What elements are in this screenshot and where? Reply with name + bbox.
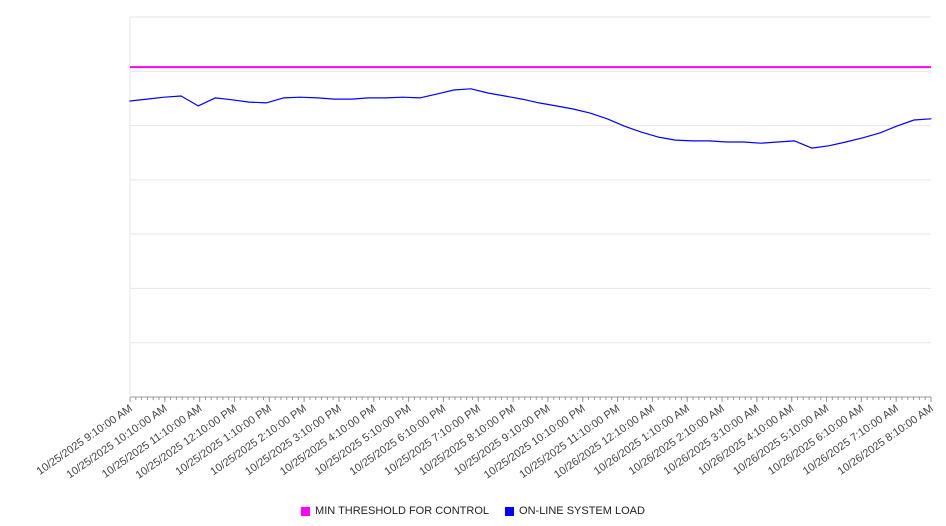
system-load-line [129,88,932,149]
legend-swatch-threshold-icon [301,506,311,516]
legend-item-system-load: ON-LINE SYSTEM LOAD [505,505,645,517]
legend-swatch-load-icon [505,506,515,516]
legend-label-system-load: ON-LINE SYSTEM LOAD [519,505,645,517]
legend-label-min-threshold: MIN THRESHOLD FOR CONTROL [315,505,490,517]
legend-item-min-threshold: MIN THRESHOLD FOR CONTROL [301,505,489,517]
chart-legend: MIN THRESHOLD FOR CONTROL ON-LINE SYSTEM… [0,505,946,517]
